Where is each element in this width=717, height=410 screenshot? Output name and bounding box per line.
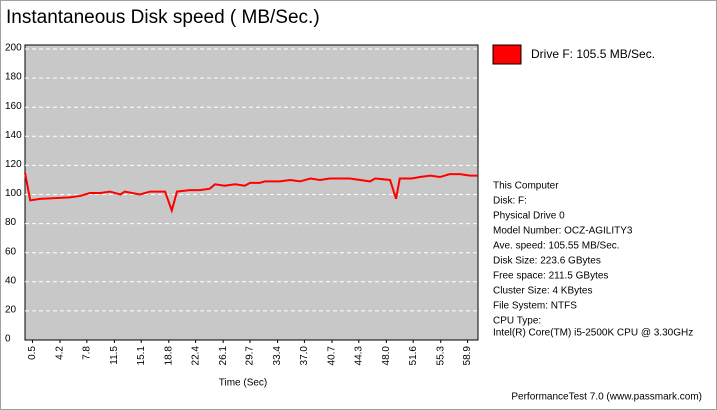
legend-swatch xyxy=(492,44,522,65)
info-line: Model Number: OCZ-AGILITY3 xyxy=(493,226,633,237)
x-tick-label: 22.4 xyxy=(190,346,201,366)
info-line: Intel(R) Core(TM) i5-2500K CPU @ 3.30GHz xyxy=(493,328,693,339)
y-tick-label: 120 xyxy=(5,159,22,170)
x-tick-label: 51.6 xyxy=(408,346,419,366)
x-tick-label: 40.7 xyxy=(327,346,338,366)
y-tick-label: 60 xyxy=(5,246,17,257)
y-tick-label: 20 xyxy=(5,305,17,316)
info-line: CPU Type: xyxy=(493,316,541,327)
info-line: File System: NTFS xyxy=(493,301,577,312)
x-tick-label: 44.3 xyxy=(353,346,364,366)
x-tick-label: 55.3 xyxy=(435,346,446,366)
info-line: Disk Size: 223.6 GBytes xyxy=(493,256,601,267)
x-tick-label: 48.0 xyxy=(381,346,392,366)
y-tick-label: 0 xyxy=(5,334,11,345)
y-tick-label: 100 xyxy=(5,188,22,199)
y-tick-label: 200 xyxy=(5,43,22,54)
x-tick-label: 0.5 xyxy=(27,346,38,360)
x-tick-label: 15.1 xyxy=(136,346,147,366)
x-axis-label: Time (Sec) xyxy=(219,378,268,389)
y-tick-label: 40 xyxy=(5,275,17,286)
data-line xyxy=(24,172,478,214)
x-tick-label: 11.5 xyxy=(109,346,120,365)
info-line: This Computer xyxy=(493,181,559,192)
x-tick-label: 33.4 xyxy=(272,346,283,366)
x-tick-label: 37.0 xyxy=(299,346,310,366)
x-tick-label: 4.2 xyxy=(55,346,66,360)
y-tick-label: 80 xyxy=(5,217,17,228)
info-line: Physical Drive 0 xyxy=(493,211,565,222)
footer: PerformanceTest 7.0 (www.passmark.com) xyxy=(511,392,702,403)
y-tick-label: 140 xyxy=(5,130,22,141)
info-line: Disk: F: xyxy=(493,196,527,207)
x-tick-label: 7.8 xyxy=(81,346,92,360)
info-line: Free space: 211.5 GBytes xyxy=(493,271,608,282)
x-tick-label: 26.1 xyxy=(218,346,229,366)
info-line: Ave. speed: 105.55 MB/Sec. xyxy=(493,241,620,252)
info-line: Cluster Size: 4 KBytes xyxy=(493,286,592,297)
x-tick-label: 18.8 xyxy=(163,346,174,366)
x-tick-label: 58.9 xyxy=(462,346,473,366)
x-tick-label: 29.7 xyxy=(245,346,256,366)
y-tick-label: 180 xyxy=(5,72,22,83)
legend-label: Drive F: 105.5 MB/Sec. xyxy=(531,47,655,61)
y-tick-label: 160 xyxy=(5,101,22,112)
chart-title: Instantaneous Disk speed ( MB/Sec.) xyxy=(6,7,320,28)
